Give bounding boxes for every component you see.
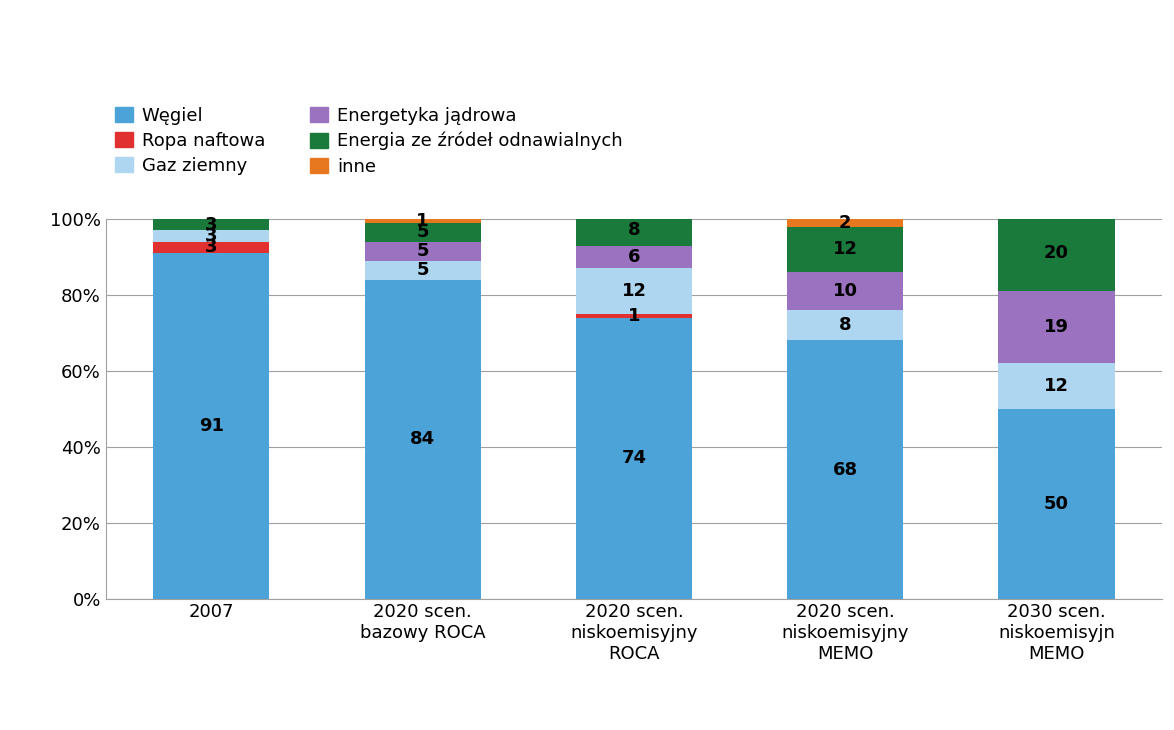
Bar — [153, 231, 270, 242]
Text: 8: 8 — [839, 316, 851, 334]
Bar — [787, 310, 904, 340]
Bar — [364, 280, 481, 599]
Text: 12: 12 — [621, 282, 647, 300]
Text: 1: 1 — [417, 212, 429, 230]
Bar — [575, 269, 693, 314]
Bar — [153, 253, 270, 599]
Legend: Węgiel, Ropa naftowa, Gaz ziemny, Energetyka jądrowa, Energia ze źródeł odnawial: Węgiel, Ropa naftowa, Gaz ziemny, Energe… — [115, 107, 623, 175]
Bar — [575, 314, 693, 318]
Bar — [575, 318, 693, 599]
Text: 6: 6 — [628, 248, 640, 266]
Text: 5: 5 — [417, 242, 429, 261]
Text: 10: 10 — [832, 282, 858, 300]
Bar — [364, 261, 481, 280]
Text: 5: 5 — [417, 223, 429, 242]
Bar — [998, 215, 1115, 291]
Text: 8: 8 — [628, 221, 640, 239]
Text: 1: 1 — [628, 307, 640, 325]
Text: 20: 20 — [1044, 244, 1070, 262]
Bar — [575, 215, 693, 245]
Bar — [364, 219, 481, 223]
Text: 91: 91 — [198, 417, 224, 435]
Text: 12: 12 — [832, 240, 858, 258]
Text: 50: 50 — [1044, 495, 1070, 512]
Bar — [575, 245, 693, 269]
Bar — [787, 219, 904, 226]
Text: 84: 84 — [410, 430, 436, 448]
Text: 19: 19 — [1044, 318, 1070, 337]
Bar — [153, 242, 270, 253]
Bar — [998, 291, 1115, 364]
Bar — [364, 223, 481, 242]
Text: 3: 3 — [205, 239, 217, 256]
Text: 2: 2 — [839, 214, 851, 232]
Bar — [787, 226, 904, 272]
Bar — [998, 364, 1115, 409]
Bar — [787, 272, 904, 310]
Text: 74: 74 — [621, 449, 647, 467]
Bar — [153, 219, 270, 231]
Bar — [364, 242, 481, 261]
Text: 3: 3 — [205, 227, 217, 245]
Bar — [787, 340, 904, 599]
Text: 3: 3 — [205, 215, 217, 234]
Text: 5: 5 — [417, 261, 429, 280]
Text: 68: 68 — [832, 461, 858, 479]
Text: 12: 12 — [1044, 377, 1070, 395]
Bar — [998, 409, 1115, 599]
